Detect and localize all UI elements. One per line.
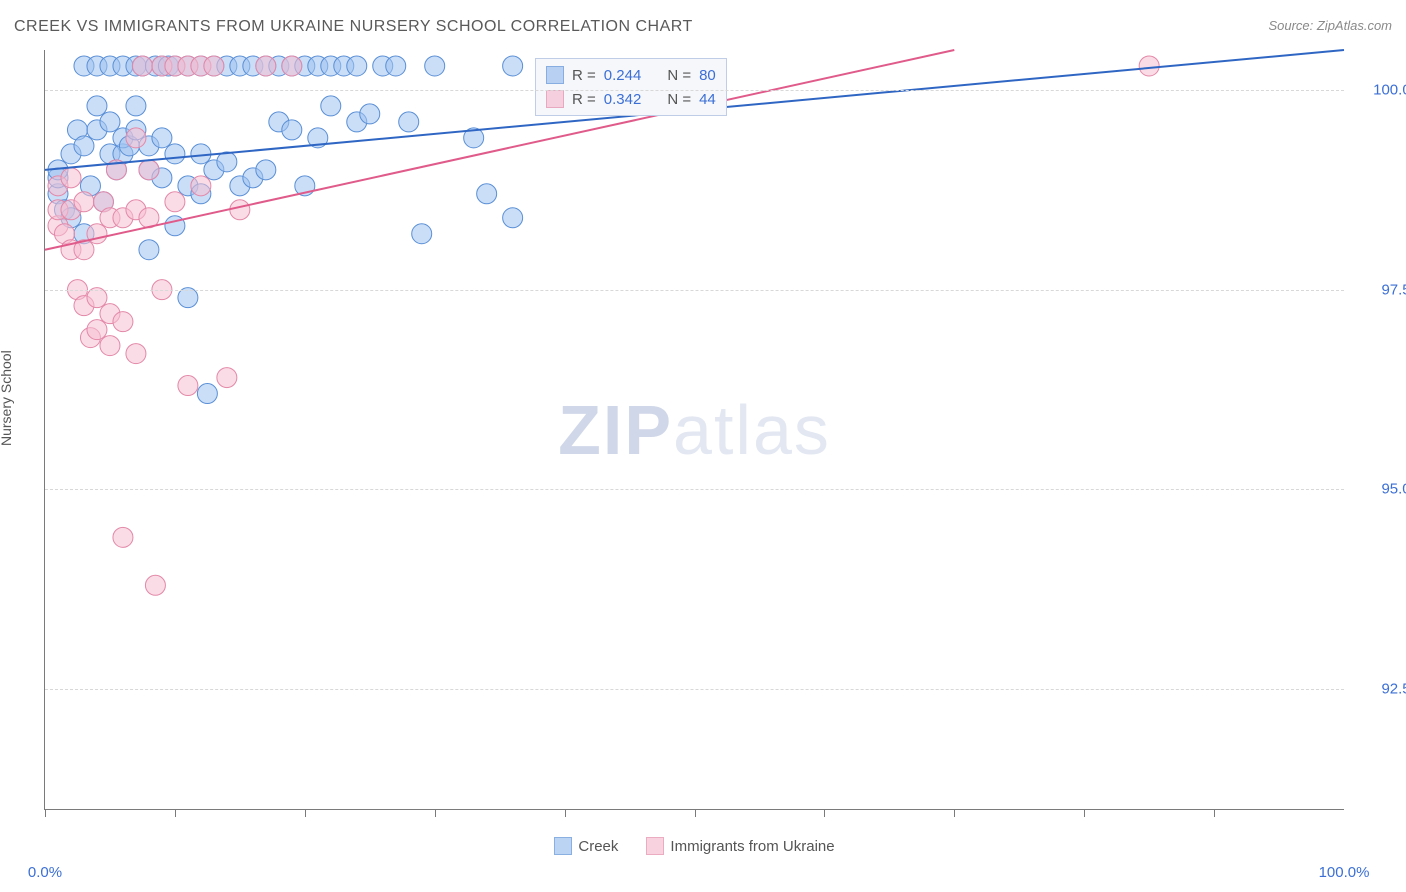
x-tick-label: 0.0% [28, 864, 62, 881]
x-tick-label: 100.0% [1319, 864, 1370, 881]
data-point [1139, 56, 1159, 76]
data-point [178, 376, 198, 396]
data-point [256, 56, 276, 76]
x-tick [305, 809, 306, 817]
data-point [399, 112, 419, 132]
x-tick [1214, 809, 1215, 817]
data-point [165, 144, 185, 164]
gridline [45, 489, 1344, 490]
data-point [126, 344, 146, 364]
chart-title: CREEK VS IMMIGRANTS FROM UKRAINE NURSERY… [14, 18, 693, 35]
data-point [347, 56, 367, 76]
y-tick-label: 92.5% [1354, 681, 1406, 698]
r-value-ukraine: 0.342 [604, 91, 642, 108]
data-point [321, 96, 341, 116]
x-tick [175, 809, 176, 817]
legend-item-creek: Creek [554, 837, 618, 855]
data-point [139, 240, 159, 260]
y-tick-label: 97.5% [1354, 281, 1406, 298]
data-point [256, 160, 276, 180]
source-label: Source: ZipAtlas.com [1268, 18, 1392, 33]
n-value-ukraine: 44 [699, 91, 716, 108]
x-tick [824, 809, 825, 817]
data-point [100, 336, 120, 356]
swatch-pink-icon [646, 837, 664, 855]
y-tick-label: 100.0% [1354, 81, 1406, 98]
legend-bottom: Creek Immigrants from Ukraine [45, 837, 1344, 855]
swatch-pink-icon [546, 90, 564, 108]
data-point [197, 384, 217, 404]
data-point [87, 96, 107, 116]
data-point [425, 56, 445, 76]
n-value-creek: 80 [699, 67, 716, 84]
x-tick [954, 809, 955, 817]
x-tick [565, 809, 566, 817]
data-point [230, 200, 250, 220]
data-point [360, 104, 380, 124]
data-point [145, 575, 165, 595]
data-point [477, 184, 497, 204]
data-point [503, 208, 523, 228]
data-point [412, 224, 432, 244]
x-tick [695, 809, 696, 817]
y-axis-label: Nursery School [0, 350, 14, 446]
legend-correlation-box: R = 0.244 N = 80 R = 0.342 N = 44 [535, 58, 727, 116]
data-point [113, 312, 133, 332]
gridline [45, 689, 1344, 690]
data-point [282, 56, 302, 76]
data-point [139, 160, 159, 180]
data-point [74, 136, 94, 156]
data-point [503, 56, 523, 76]
data-point [204, 56, 224, 76]
data-point [386, 56, 406, 76]
data-point [126, 96, 146, 116]
data-point [132, 56, 152, 76]
r-value-creek: 0.244 [604, 67, 642, 84]
swatch-blue-icon [554, 837, 572, 855]
legend-row-creek: R = 0.244 N = 80 [546, 63, 716, 87]
x-tick [435, 809, 436, 817]
y-tick-label: 95.0% [1354, 481, 1406, 498]
x-tick [45, 809, 46, 817]
data-point [100, 112, 120, 132]
data-point [152, 128, 172, 148]
chart-svg [45, 50, 1344, 809]
data-point [217, 152, 237, 172]
data-point [113, 527, 133, 547]
data-point [217, 368, 237, 388]
data-point [178, 288, 198, 308]
data-point [165, 192, 185, 212]
chart-plot-area: ZIPatlas R = 0.244 N = 80 R = 0.342 N = … [44, 50, 1344, 810]
data-point [191, 176, 211, 196]
data-point [282, 120, 302, 140]
swatch-blue-icon [546, 66, 564, 84]
gridline [45, 290, 1344, 291]
data-point [126, 128, 146, 148]
data-point [74, 192, 94, 212]
data-point [87, 320, 107, 340]
gridline [45, 90, 1344, 91]
x-tick [1084, 809, 1085, 817]
legend-item-ukraine: Immigrants from Ukraine [646, 837, 834, 855]
data-point [87, 288, 107, 308]
data-point [61, 168, 81, 188]
